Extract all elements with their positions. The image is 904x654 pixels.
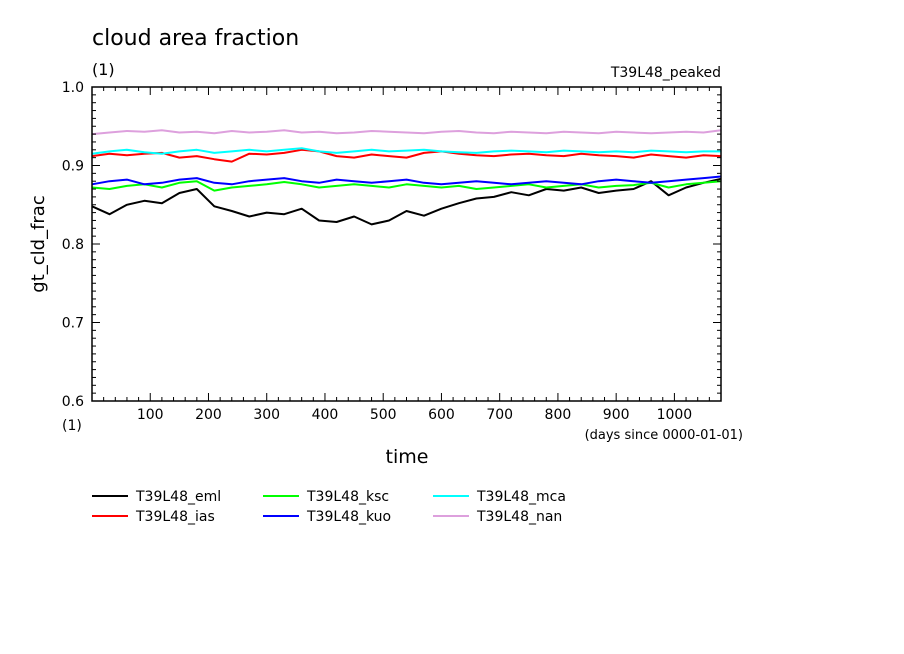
chart-subtitle: (1)	[92, 60, 115, 79]
y-tick-label-2: 0.8	[62, 237, 84, 253]
series-layer	[91, 129, 722, 226]
x-tick-label-700: 700	[486, 407, 513, 423]
y-tick-label-1: 0.7	[62, 316, 84, 332]
x-tick-label-1000: 1000	[657, 407, 693, 423]
x-units: (days since 0000-01-01)	[585, 428, 743, 443]
series-line-3	[91, 175, 722, 186]
plot-frame	[91, 86, 722, 402]
ticks-layer	[92, 87, 721, 401]
legend-label-4: T39L48_mca	[476, 489, 566, 505]
legend-label-3: T39L48_kuo	[306, 509, 391, 525]
series-line-5	[91, 129, 722, 136]
x-tick-label-900: 900	[603, 407, 630, 423]
series-line-2	[91, 180, 722, 192]
y-axis-label: gt_cld_frac	[28, 195, 49, 292]
x-tick-label-400: 400	[312, 407, 339, 423]
legend-label-0: T39L48_eml	[135, 489, 221, 505]
x-tick-label-500: 500	[370, 407, 397, 423]
x-tick-label-600: 600	[428, 407, 455, 423]
legend-label-5: T39L48_nan	[476, 509, 562, 525]
x-tick-label-800: 800	[545, 407, 572, 423]
x-axis-label: time	[386, 446, 429, 468]
x-tick-label-200: 200	[195, 407, 222, 423]
x-tick-label-300: 300	[253, 407, 280, 423]
x-tick-label-100: 100	[137, 407, 164, 423]
y-tick-label-3: 0.9	[62, 159, 84, 175]
legend: T39L48_eml T39L48_ias T39L48_ksc T39L48_kuo…	[92, 489, 566, 525]
legend-label-2: T39L48_ksc	[306, 489, 389, 505]
series-line-1	[91, 148, 722, 163]
series-line-4	[91, 147, 721, 155]
y-tick-labels: 0.6 0.7 0.8 0.9 1.0	[62, 80, 84, 410]
y-units: (1)	[62, 418, 82, 434]
series-line-0	[91, 177, 722, 226]
y-tick-label-4: 1.0	[62, 80, 84, 96]
run-label: T39L48_peaked	[610, 65, 721, 81]
y-tick-label-0: 0.6	[62, 394, 84, 410]
legend-label-1: T39L48_ias	[135, 509, 215, 525]
x-tick-labels: 100 200 300 400 500 600 700 800 900 1000	[137, 407, 692, 423]
chart-title: cloud area fraction	[92, 26, 299, 51]
